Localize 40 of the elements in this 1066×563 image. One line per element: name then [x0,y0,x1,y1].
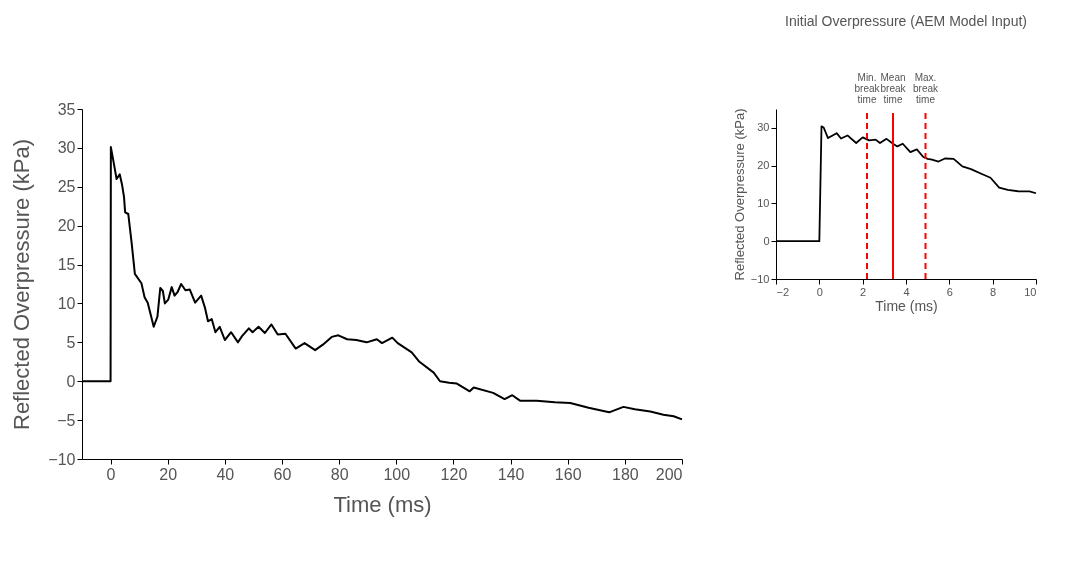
x-tick-label: 100 [383,465,411,483]
y-tick-label: 25 [57,178,76,196]
x-tick-label: 6 [946,285,953,298]
y-tick-label: −5 [57,411,76,429]
x-tick-label: 140 [497,465,525,483]
y-tick-label: −10 [750,272,770,285]
chart-title: Initial Overpressure (AEM Model Input) [785,13,1027,29]
x-tick-label: 80 [330,465,349,483]
y-tick-label: 5 [66,333,76,351]
x-tick-label: 20 [159,465,178,483]
x-axis-title: Time (ms) [333,491,432,517]
x-axis-title: Time (ms) [875,297,938,314]
ref-line-label: Mean break time [880,72,907,105]
x-tick-label: 200 [655,465,683,483]
x-tick-label: 8 [990,285,997,298]
y-tick-label: 20 [57,217,76,235]
ref-line-label: Min. break time [854,72,881,105]
x-tick-label: 10 [1024,285,1037,298]
x-tick-label: 2 [860,285,867,298]
x-tick-label: 120 [440,465,468,483]
y-axis-title: Reflected Overpressure (kPa) [9,139,35,430]
x-tick-label: 40 [216,465,235,483]
x-tick-label: 160 [554,465,582,483]
y-tick-label: 35 [57,100,76,118]
y-tick-label: 0 [66,372,76,390]
x-tick-label: 4 [903,285,910,298]
ref-line-label: Max. break time [912,72,940,105]
y-tick-label: 30 [57,139,76,157]
y-tick-label: 15 [57,256,76,274]
y-tick-label: 30 [757,121,770,134]
x-tick-label: 0 [106,465,116,483]
y-tick-label: 10 [757,196,770,209]
y-tick-label: 0 [763,234,770,247]
x-tick-label: −2 [776,285,790,298]
y-axis-title: Reflected Overpressure (kPa) [731,108,747,281]
x-tick-label: 60 [273,465,292,483]
y-tick-label: −10 [48,450,76,468]
x-tick-label: 180 [612,465,639,483]
y-tick-label: 20 [757,159,770,172]
x-tick-label: 0 [816,285,823,298]
